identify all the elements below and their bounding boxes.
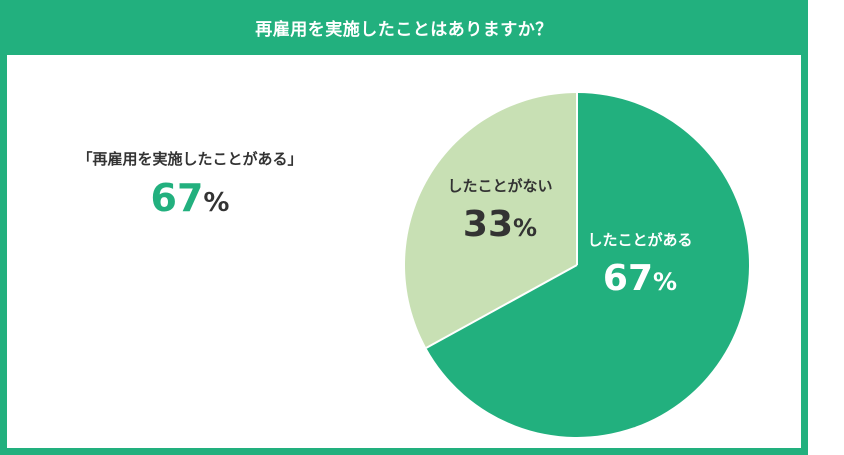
slice-label-1: したことがある <box>587 231 692 249</box>
pie-slice-1 <box>426 93 750 437</box>
summary-value: 67 <box>150 176 204 220</box>
pie-slice-2 <box>405 93 577 348</box>
summary-label: 「再雇用を実施したことがある」 <box>77 150 303 168</box>
chart-title: 再雇用を実施したことはありますか？ <box>255 20 553 40</box>
summary-value-row: 67% <box>55 179 325 217</box>
slice-value-1: 67% <box>603 258 677 299</box>
slice-label-2: したことがない <box>447 177 552 195</box>
summary-unit: % <box>203 188 230 218</box>
summary-callout: 「再雇用を実施したことがある」 67% <box>55 148 325 217</box>
slice-value-2: 33% <box>463 204 537 245</box>
slice-divider <box>425 264 578 349</box>
